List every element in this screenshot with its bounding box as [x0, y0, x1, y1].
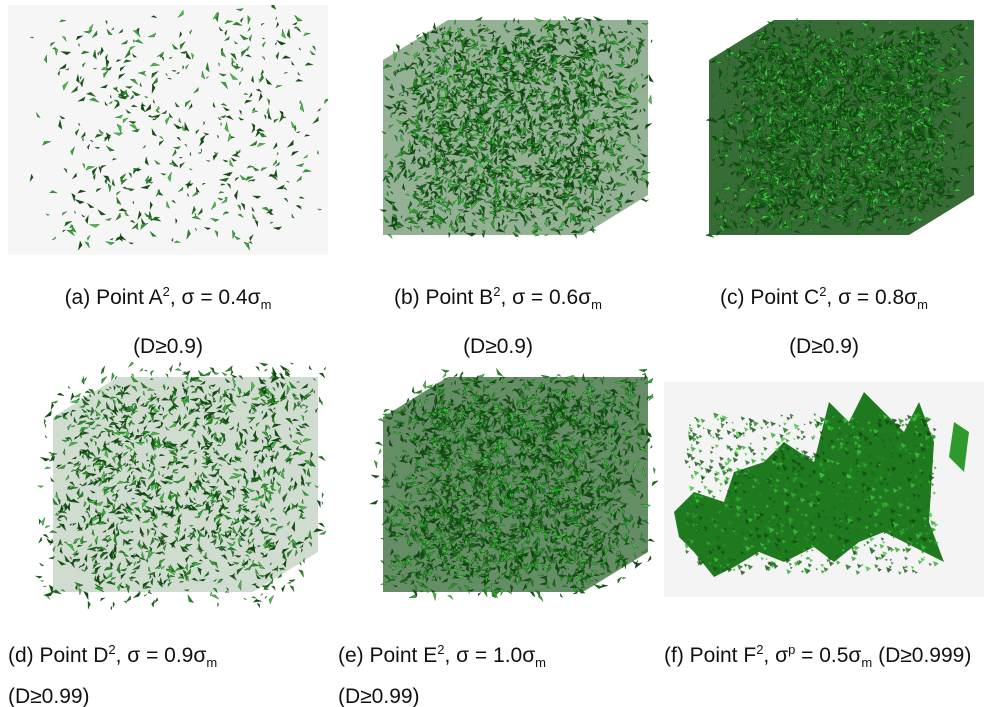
caption-part: (b) Point B	[394, 286, 493, 309]
fragment	[475, 17, 482, 21]
fragment	[648, 95, 651, 104]
condition: (D≥0.9)	[8, 330, 328, 364]
render-image	[338, 5, 658, 255]
fragment	[646, 200, 649, 202]
panel-image	[338, 5, 658, 255]
fragment	[651, 40, 652, 43]
caption-sup: 2	[163, 284, 170, 299]
caption-sub: m	[591, 297, 602, 312]
caption-text: (b) Point B2, σ = 0.6σm	[394, 286, 602, 309]
fragment	[649, 75, 654, 83]
caption-part: , σ = 0.6σ	[500, 286, 591, 309]
render-image	[664, 5, 984, 255]
panel-image	[664, 5, 984, 255]
figure: (a) Point A2, σ = 0.4σm(D≥0.9)(b) Point …	[0, 0, 989, 707]
fragment	[396, 44, 399, 51]
panel-image	[8, 5, 328, 255]
fragment	[417, 34, 420, 37]
caption-sub: m	[261, 297, 272, 312]
fragment	[574, 234, 577, 238]
condition: (D≥0.9)	[338, 330, 658, 364]
caption-text: (a) Point A2, σ = 0.4σm	[65, 286, 272, 309]
caption: (a) Point A2, σ = 0.4σm (D≥0.9)	[8, 275, 328, 364]
caption-part: (a) Point A	[65, 286, 163, 309]
caption: (b) Point B2, σ = 0.6σm (D≥0.9)	[338, 275, 658, 364]
render-image	[8, 5, 328, 255]
caption-part: , σ = 0.4σ	[170, 286, 261, 309]
